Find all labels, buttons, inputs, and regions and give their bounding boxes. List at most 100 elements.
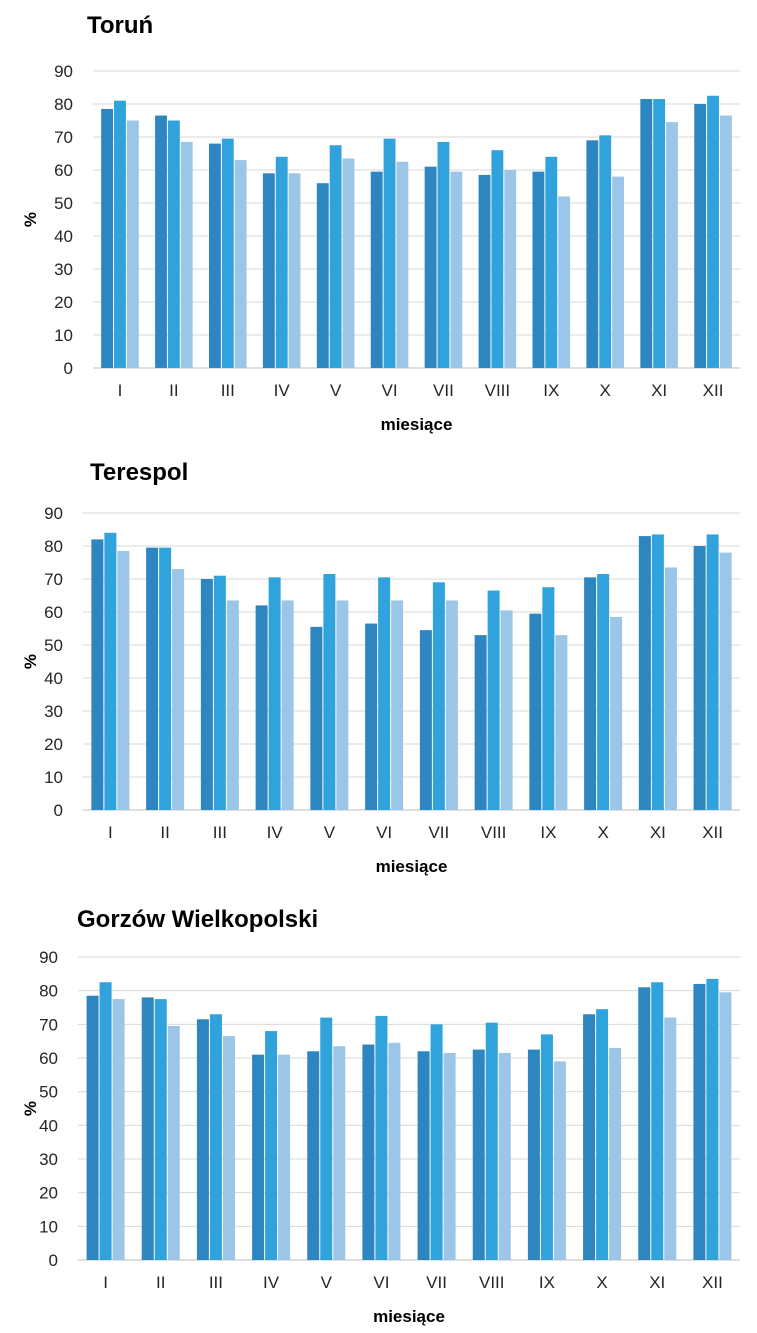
- y-tick-label: 40: [44, 669, 63, 688]
- bar-series-3: [388, 1042, 401, 1260]
- bar-series-3: [112, 999, 125, 1260]
- x-tick-label: IX: [539, 1273, 555, 1292]
- bar-series-1: [694, 104, 707, 368]
- x-tick-label: VI: [382, 381, 398, 400]
- bar-series-3: [609, 1047, 622, 1260]
- bar-series-1: [307, 1051, 320, 1260]
- bar-series-1: [255, 605, 268, 810]
- bar-series-2: [320, 1017, 333, 1260]
- x-tick-label: VIII: [479, 1273, 505, 1292]
- y-tick-label: 40: [39, 1116, 58, 1135]
- bar-series-1: [478, 174, 491, 368]
- bar-series-1: [693, 983, 706, 1260]
- x-tick-label: II: [169, 381, 178, 400]
- x-tick-label: XI: [649, 1273, 665, 1292]
- x-tick-label: XI: [651, 381, 667, 400]
- x-tick-label: III: [209, 1273, 223, 1292]
- y-tick-label: 70: [39, 1015, 58, 1034]
- bar-series-3: [558, 196, 571, 368]
- x-tick-label: I: [108, 823, 113, 842]
- bar-series-3: [167, 1026, 180, 1260]
- bar-series-3: [180, 141, 193, 368]
- bar-series-1: [583, 1014, 596, 1260]
- bar-series-2: [651, 534, 664, 810]
- bar-series-2: [99, 982, 112, 1260]
- bar-series-1: [474, 635, 487, 810]
- x-tick-label: IV: [267, 823, 284, 842]
- bar-series-3: [498, 1052, 511, 1260]
- y-tick-label: 70: [54, 128, 73, 147]
- bar-series-1: [362, 1044, 375, 1260]
- x-tick-label: IX: [540, 823, 556, 842]
- y-axis-label: %: [21, 654, 40, 669]
- bar-series-3: [719, 992, 732, 1260]
- y-tick-label: 50: [44, 636, 63, 655]
- bar-series-1: [638, 536, 651, 810]
- bar-series-2: [706, 978, 719, 1260]
- bar-series-2: [268, 577, 281, 810]
- x-tick-label: XII: [703, 381, 724, 400]
- chart-title: Terespol: [90, 459, 189, 486]
- y-tick-label: 40: [54, 227, 73, 246]
- chart-panel-gorzow: Gorzów Wielkopolski 0 10 20 30 40 50 60 70 80 90 I…: [0, 890, 757, 1333]
- bar-series-1: [196, 1019, 209, 1260]
- bar-series-2: [329, 145, 342, 368]
- y-tick-label: 10: [54, 326, 73, 345]
- y-tick-label: 50: [54, 194, 73, 213]
- bar-series-2: [545, 156, 558, 368]
- y-tick-label: 50: [39, 1083, 58, 1102]
- y-tick-label: 90: [44, 504, 63, 523]
- bar-series-1: [146, 547, 159, 810]
- bar-series-3: [719, 552, 732, 810]
- bar-series-1: [141, 997, 154, 1260]
- bar-series-1: [316, 183, 329, 368]
- bar-series-2: [430, 1024, 443, 1260]
- bar-series-2: [265, 1031, 278, 1260]
- y-tick-label: 10: [44, 768, 63, 787]
- bar-series-1: [532, 171, 545, 368]
- bar-series-3: [281, 600, 294, 810]
- bar-series-3: [450, 171, 463, 368]
- bar-series-2: [159, 547, 172, 810]
- x-tick-label: VI: [373, 1273, 389, 1292]
- bar-series-1: [638, 987, 651, 1260]
- y-tick-label: 60: [39, 1049, 58, 1068]
- x-axis-label: miesiące: [381, 415, 453, 434]
- bar-series-3: [664, 1017, 677, 1260]
- y-tick-label: 20: [44, 735, 63, 754]
- y-tick-label: 90: [54, 62, 73, 81]
- bar-series-1: [155, 115, 167, 368]
- x-tick-label: V: [321, 1273, 333, 1292]
- bar-series-2: [432, 582, 445, 810]
- bar-series-1: [417, 1051, 430, 1260]
- chart-panel-torun: Toruń 0 10 20 30 40 50 60 70 80 90 I II III IV V VI VII V…: [0, 0, 757, 445]
- bar-series-2: [487, 590, 500, 810]
- x-tick-label: XII: [702, 823, 723, 842]
- y-tick-label: 30: [39, 1150, 58, 1169]
- x-tick-label: VI: [376, 823, 392, 842]
- bar-series-2: [114, 100, 126, 368]
- bar-series-1: [584, 577, 597, 810]
- bar-series-3: [445, 600, 458, 810]
- y-tick-label: 10: [39, 1217, 58, 1236]
- bar-series-3: [553, 1061, 566, 1260]
- bar-series-3: [278, 1054, 291, 1260]
- x-axis-label: miesiące: [376, 857, 448, 876]
- y-tick-label: 70: [44, 570, 63, 589]
- bar-series-3: [664, 567, 677, 810]
- bar-series-2: [383, 138, 396, 368]
- bar-series-3: [172, 569, 185, 810]
- y-tick-label: 0: [54, 801, 63, 820]
- bar-series-2: [651, 982, 664, 1260]
- bar-series-3: [555, 635, 568, 810]
- bar-series-2: [599, 135, 612, 368]
- bar-series-2: [275, 156, 288, 368]
- bar-series-3: [333, 1046, 346, 1260]
- bar-series-1: [86, 995, 99, 1260]
- x-tick-label: III: [221, 381, 235, 400]
- x-tick-label: X: [596, 1273, 607, 1292]
- y-axis-label: %: [21, 1101, 40, 1116]
- x-tick-label: XI: [650, 823, 666, 842]
